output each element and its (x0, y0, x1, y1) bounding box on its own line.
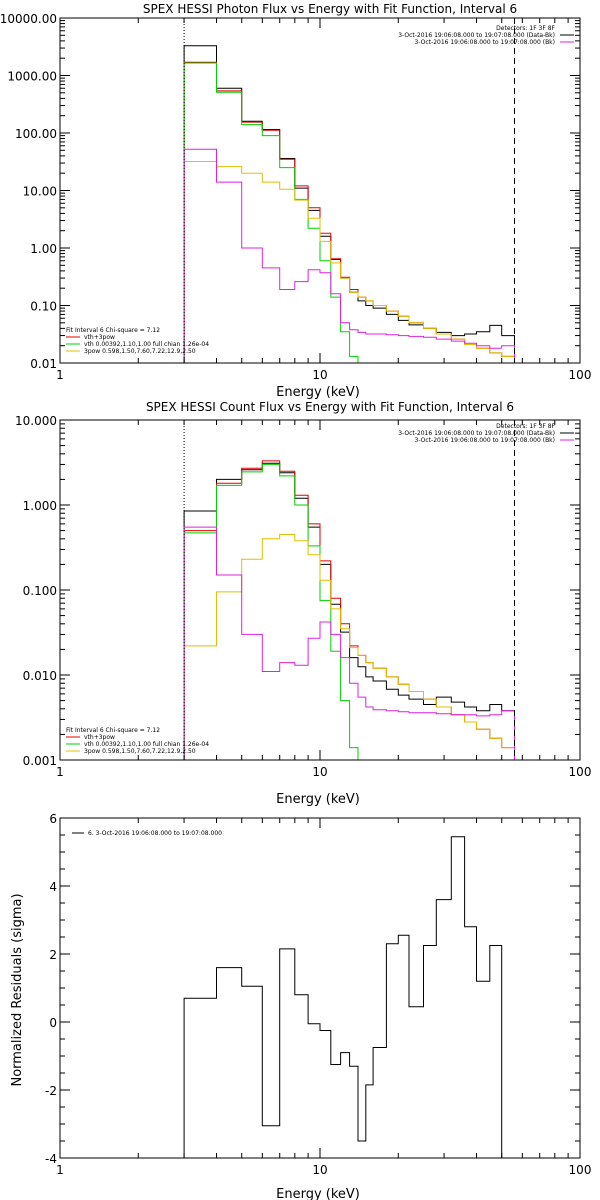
residuals-chart-legend: 6. 3-Oct-2016 19:06:08.000 to 19:07:08.0… (72, 830, 222, 837)
count-flux-legend-left-entry-2: 3pow 0.598,1.50,7.60,7.22,12.9,2.50 (84, 748, 196, 755)
photon-flux-legend-left-entry-1: vth 0.00392,1.10,1.00 full chian 1.26e-0… (84, 341, 209, 348)
residuals-series-0 (183, 836, 515, 1159)
count-flux-ytick-label: 1.000 (23, 499, 57, 513)
count-flux-legend-right-header: Detectors: 1F 3F 8F (496, 423, 555, 430)
count-flux-series-background (183, 526, 515, 760)
residuals-xtick-label: 10 (312, 1163, 327, 1177)
photon-flux-ytick-label: 1000.00 (7, 70, 57, 84)
photon-flux-chart: SPEX HESSI Photon Flux vs Energy with Fi… (0, 2, 591, 400)
residuals-legend-entry-0: 6. 3-Oct-2016 19:06:08.000 to 19:07:08.0… (88, 830, 222, 837)
photon-flux-legend-right-header: Detectors: 1F 3F 8F (496, 25, 555, 32)
count-flux-legend-right-entry-0: 3-Oct-2016 19:06:08.000 to 19:07:08.000 … (398, 430, 555, 437)
count-flux-legend-left-entry-1: vth 0.00392,1.10,1.00 full chian 1.26e-0… (84, 741, 209, 748)
photon-flux-chart-title: SPEX HESSI Photon Flux vs Energy with Fi… (143, 2, 517, 16)
count-flux-chart-series (183, 460, 515, 761)
count-flux-ytick-label: 10.000 (15, 414, 57, 428)
residuals-ytick-label: -2 (45, 1084, 57, 1098)
count-flux-chart-frame (59, 419, 581, 761)
residuals-ytick-label: -4 (45, 1152, 57, 1166)
photon-flux-ytick-label: 0.10 (30, 300, 57, 314)
photon-flux-chart-legend-right: Detectors: 1F 3F 8F 3-Oct-2016 19:06:08.… (398, 25, 574, 46)
residuals-ytick-label: 4 (49, 880, 57, 894)
photon-flux-ytick-label: 100.00 (15, 127, 57, 141)
residuals-chart-xlabel: Energy (keV) (276, 1187, 360, 1200)
photon-flux-chart-frame (59, 17, 581, 364)
photon-flux-legend-left-entry-2: 3pow 0.598,1.50,7.60,7.22,12.9,2.50 (84, 348, 196, 355)
count-flux-ytick-label: 0.001 (23, 754, 57, 768)
count-flux-xtick-label: 100 (569, 765, 592, 779)
photon-flux-ytick-label: 1.00 (30, 242, 57, 256)
residuals-xtick-label: 1 (56, 1163, 64, 1177)
photon-flux-xtick-label: 10 (312, 368, 327, 382)
photon-flux-legend-right-entry-0: 3-Oct-2016 19:06:08.000 to 19:07:08.000 … (398, 32, 555, 39)
photon-flux-ytick-label: 10.00 (23, 185, 57, 199)
count-flux-legend-left-entry-0: vth+3pow (84, 734, 115, 741)
photon-flux-chart-vlines (183, 18, 515, 363)
photon-flux-series-background (183, 148, 515, 363)
residuals-ytick-label: 0 (49, 1016, 57, 1030)
count-flux-chart-vlines (183, 420, 515, 760)
count-flux-legend-right-entry-1: 3-Oct-2016 19:06:08.000 to 19:07:08.000 … (415, 437, 556, 444)
residuals-ytick-label: 6 (49, 812, 57, 826)
count-flux-chart: SPEX HESSI Count Flux vs Energy with Fit… (15, 400, 591, 807)
photon-flux-xtick-label: 1 (56, 368, 64, 382)
photon-flux-legend-left-header: Fit Interval 6 Chi-square = 7.12 (66, 327, 160, 334)
photon-flux-ytick-label: 10000.00 (0, 12, 57, 26)
count-flux-ytick-label: 0.100 (23, 584, 57, 598)
photon-flux-xtick-label: 100 (569, 368, 592, 382)
residuals-chart-frame (59, 817, 581, 1159)
residuals-chart-series (183, 836, 515, 1159)
photon-flux-ytick-label: 0.01 (30, 357, 57, 371)
photon-flux-chart-ticks: 1 10 100 0.01 0.10 1.00 10.00 100.00 1000.00 1000… (0, 12, 591, 382)
photon-flux-legend-left-entry-0: vth+3pow (84, 334, 115, 341)
photon-flux-chart-legend-left: Fit Interval 6 Chi-square = 7.12 vth+3po… (66, 327, 209, 355)
residuals-chart: Energy (keV) Normalized Residuals (sigma… (10, 812, 591, 1200)
count-flux-ytick-label: 0.010 (23, 669, 57, 683)
count-flux-chart-legend-right: Detectors: 1F 3F 8F 3-Oct-2016 19:06:08.… (398, 423, 574, 444)
photon-flux-chart-xlabel: Energy (keV) (276, 385, 360, 400)
count-flux-chart-title: SPEX HESSI Count Flux vs Energy with Fit… (146, 400, 514, 414)
count-flux-chart-xlabel: Energy (keV) (276, 792, 360, 807)
count-flux-series-3pow (183, 534, 515, 760)
count-flux-xtick-label: 1 (56, 765, 64, 779)
count-flux-chart-legend-left: Fit Interval 6 Chi-square = 7.12 vth+3po… (66, 727, 209, 755)
photon-flux-legend-right-entry-1: 3-Oct-2016 19:06:08.000 to 19:07:08.000 … (415, 39, 556, 46)
count-flux-xtick-label: 10 (312, 765, 327, 779)
count-flux-legend-left-header: Fit Interval 6 Chi-square = 7.12 (66, 727, 160, 734)
residuals-xtick-label: 100 (569, 1163, 592, 1177)
residuals-ytick-label: 2 (49, 948, 57, 962)
residuals-chart-ylabel: Normalized Residuals (sigma) (10, 893, 25, 1086)
